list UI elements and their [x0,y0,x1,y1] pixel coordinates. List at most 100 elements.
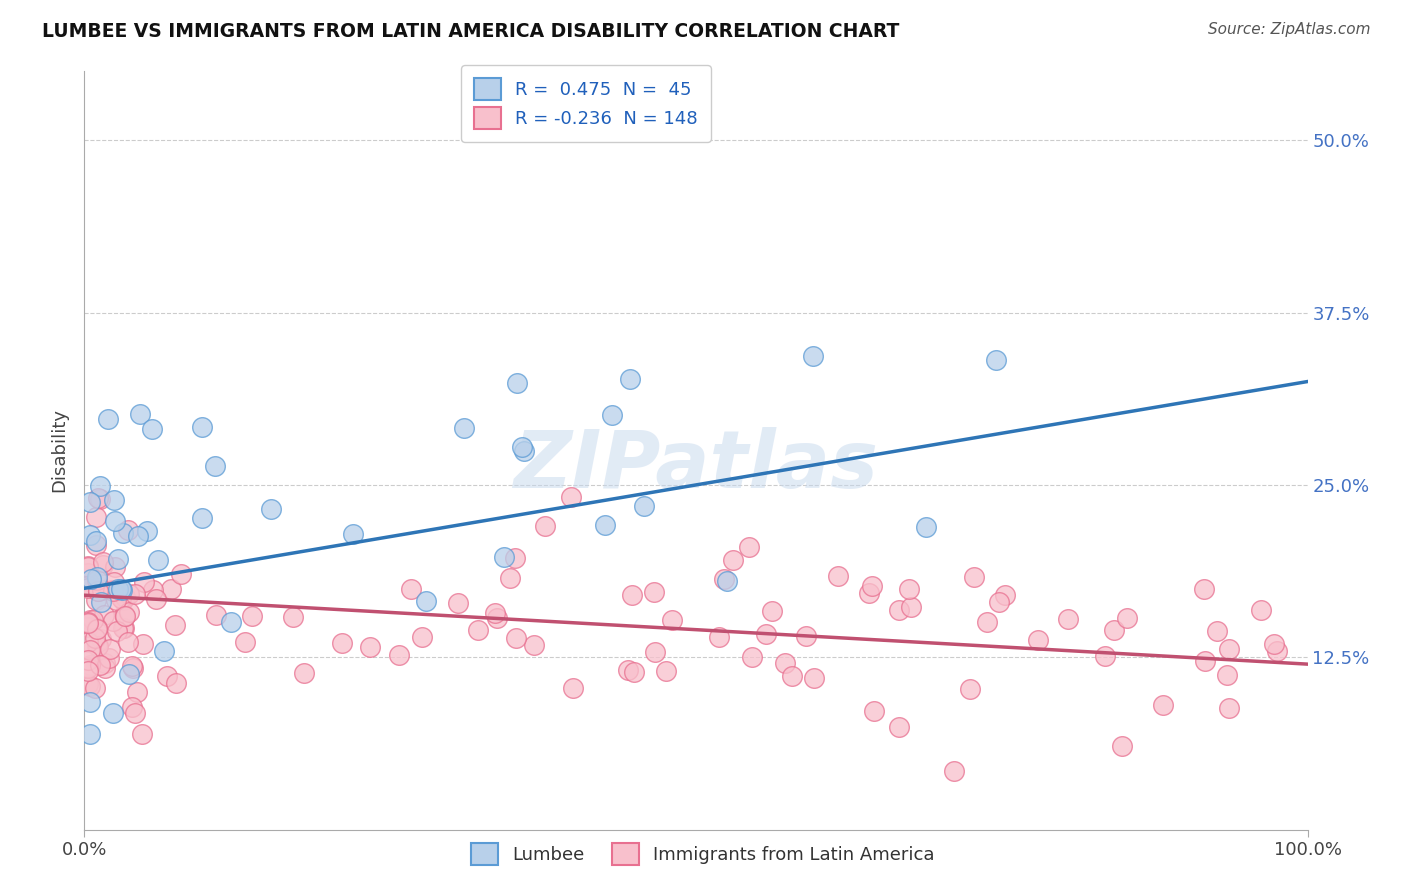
Point [801,349,824,363]
Point [342,526,364,541]
Point [643,584,665,599]
Point [79,527,101,541]
Point [77,566,100,580]
Point [512,443,534,458]
Point [91,555,114,569]
Point [122,661,145,675]
Point [963,569,986,583]
Point [110,582,132,597]
Point [388,648,411,662]
Point [124,706,146,720]
Point [97,651,120,665]
Point [827,568,849,582]
Point [897,582,920,596]
Point [79,658,101,673]
Point [77,661,100,675]
Point [560,491,582,505]
Point [104,514,127,528]
Point [644,645,666,659]
Point [721,553,744,567]
Point [780,669,803,683]
Point [205,607,228,622]
Point [94,661,117,675]
Point [623,665,645,679]
Point [110,591,132,605]
Point [131,727,153,741]
Point [709,630,731,644]
Point [655,664,678,678]
Point [447,596,470,610]
Point [117,635,139,649]
Point [77,558,100,573]
Point [505,632,527,646]
Point [775,656,797,670]
Point [142,583,165,598]
Point [219,615,242,630]
Point [79,694,101,708]
Point [125,685,148,699]
Point [124,587,146,601]
Point [661,613,683,627]
Point [600,409,623,423]
Point [90,595,112,609]
Point [160,582,183,596]
Point [87,583,110,598]
Point [103,584,125,599]
Point [713,572,735,586]
Point [233,635,256,649]
Point [82,613,104,627]
Point [761,605,783,619]
Point [141,422,163,436]
Point [84,538,107,552]
Point [485,610,508,624]
Point [105,624,128,639]
Point [987,595,1010,609]
Legend: Lumbee, Immigrants from Latin America: Lumbee, Immigrants from Latin America [463,834,943,874]
Point [77,659,100,673]
Point [170,566,193,581]
Point [86,570,108,584]
Point [986,353,1008,368]
Point [741,650,763,665]
Point [93,558,115,573]
Point [1111,739,1133,753]
Point [1194,582,1216,597]
Point [77,653,100,667]
Point [1216,668,1239,682]
Point [1194,654,1216,668]
Point [101,614,124,628]
Point [93,608,115,623]
Point [283,609,305,624]
Point [77,579,100,593]
Point [863,704,886,718]
Point [101,583,124,598]
Point [114,609,136,624]
Point [330,636,353,650]
Point [1263,637,1285,651]
Point [994,588,1017,602]
Point [79,643,101,657]
Point [98,641,121,656]
Point [114,609,136,624]
Point [1152,698,1174,712]
Point [359,640,381,654]
Point [77,574,100,588]
Y-axis label: Disability: Disability [51,409,69,492]
Point [943,764,966,778]
Point [112,526,135,541]
Point [87,491,110,505]
Point [132,575,155,590]
Point [593,517,616,532]
Point [112,608,135,623]
Point [111,592,134,607]
Point [1026,633,1049,648]
Point [118,587,141,601]
Point [619,372,641,386]
Point [156,669,179,683]
Point [97,412,120,426]
Point [1265,643,1288,657]
Point [240,608,263,623]
Point [86,640,108,654]
Point [86,574,108,588]
Point [499,571,522,585]
